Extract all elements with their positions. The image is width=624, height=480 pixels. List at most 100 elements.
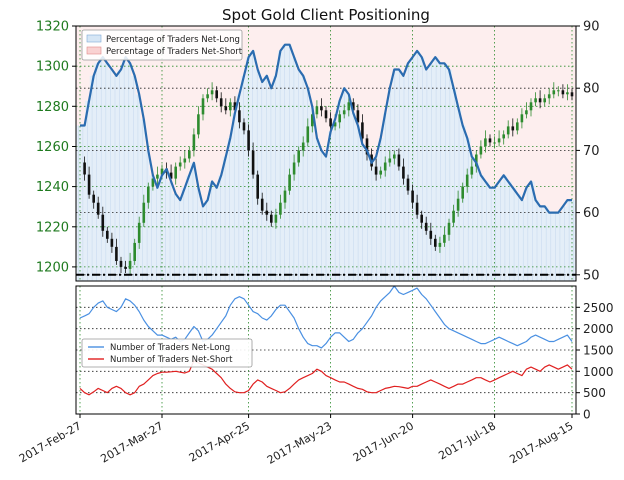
candle-body [415,202,419,215]
net-short-area-bar [153,26,159,188]
net-short-area-bar [442,26,448,64]
gold-tick-label: 1320 [36,20,69,35]
net-short-area-bar [305,26,311,89]
count-tick-label: 500 [583,386,606,400]
net-short-area-bar [360,26,366,145]
net-short-area-bar [484,26,490,182]
candle-body [206,94,209,99]
percentage-tick-label: 50 [583,268,600,283]
candle-body [361,122,364,139]
candle-body [333,122,337,127]
candle-body [83,162,86,175]
candle-body [561,90,565,95]
percentage-axis: 50 60 70 80 90 [576,20,600,283]
candle-body [169,172,173,179]
candle-body [520,114,524,123]
net-short-area-bar [314,26,320,138]
candle-body [183,158,187,163]
net-short-area-bar [277,26,283,51]
gold-price-axis: 1200 1220 1240 1260 1280 1300 1320 [36,20,76,275]
net-short-area-bar [516,26,522,194]
net-short-area-bar [291,26,297,58]
candle-body [420,214,423,223]
net-short-area-bar [355,26,361,126]
net-short-area-bar [213,26,219,188]
candle-body [270,214,273,223]
net-short-area-bar [149,26,155,176]
net-short-area-bar [387,26,393,89]
candle-body [411,190,414,203]
candle-body [233,102,237,111]
candle-body [192,134,196,151]
candle-body [265,210,269,215]
candle-body [197,114,200,135]
candle-body [106,230,109,239]
net-short-area-bar [181,26,187,188]
candle-body [115,246,118,261]
candle-body [156,174,159,179]
net-short-area-bar [287,26,292,45]
candle-body [288,174,291,191]
net-short-area-bar [479,26,485,176]
net-short-area-bar [475,26,480,163]
net-long-percentage-series [80,43,572,214]
net-long-percentage-line [80,43,572,214]
net-short-area-bar [85,26,91,101]
candle-body [151,178,155,187]
net-long-count-series [79,285,573,349]
date-tick-label: 2017-Jul-18 [436,419,498,462]
count-tick-label: 1000 [583,365,614,379]
candle-body [342,110,346,115]
candle-body [352,102,355,111]
legend-swatch-net-long [86,34,102,43]
candle-body [465,174,469,187]
candle-body [92,194,95,203]
candle-body [178,162,182,167]
candle-body [174,166,177,179]
candle-body [402,166,405,179]
net-short-area-bar [227,26,233,138]
candle-body [456,198,460,211]
net-short-area-bar [332,26,338,120]
candle-body [147,186,150,203]
candle-body [511,126,515,131]
trader-count-lines [79,285,573,396]
candle-body [110,238,114,247]
count-tick-label: 2500 [583,301,614,315]
candle-body [557,90,560,92]
count-tick-label: 0 [583,408,591,422]
net-short-area-bar [456,26,462,107]
net-short-area-bar [337,26,343,101]
candle-body [87,174,91,195]
candle-body [547,94,551,99]
candle-body [543,98,546,103]
candle-body [224,106,228,111]
candle-body [219,98,223,107]
net-short-area-bar [415,26,421,51]
candle-body [215,90,218,99]
net-short-area-bar [144,26,150,151]
date-tick-label: 2017-Apr-25 [187,419,252,464]
net-short-area-bar [406,26,412,64]
sentiment-background [76,26,577,281]
candle-body [292,162,296,175]
candle-body [201,98,205,115]
candle-body [160,168,164,175]
candle-body [301,142,305,151]
percentage-tick-label: 60 [583,206,600,221]
candle-body [133,242,136,261]
candle-body [124,266,127,269]
candle-body [238,110,241,123]
count-tick-label: 1500 [583,344,614,358]
candle-body [502,134,505,139]
net-short-area-bar [222,26,228,157]
candle-body [393,154,396,159]
net-short-area-bar [461,26,467,126]
candle-body [365,138,369,155]
candle-body [128,260,132,269]
net-short-area-bar [245,26,251,58]
candle-body [283,190,287,203]
net-short-area-bar [186,26,191,176]
candle-body [461,186,464,199]
